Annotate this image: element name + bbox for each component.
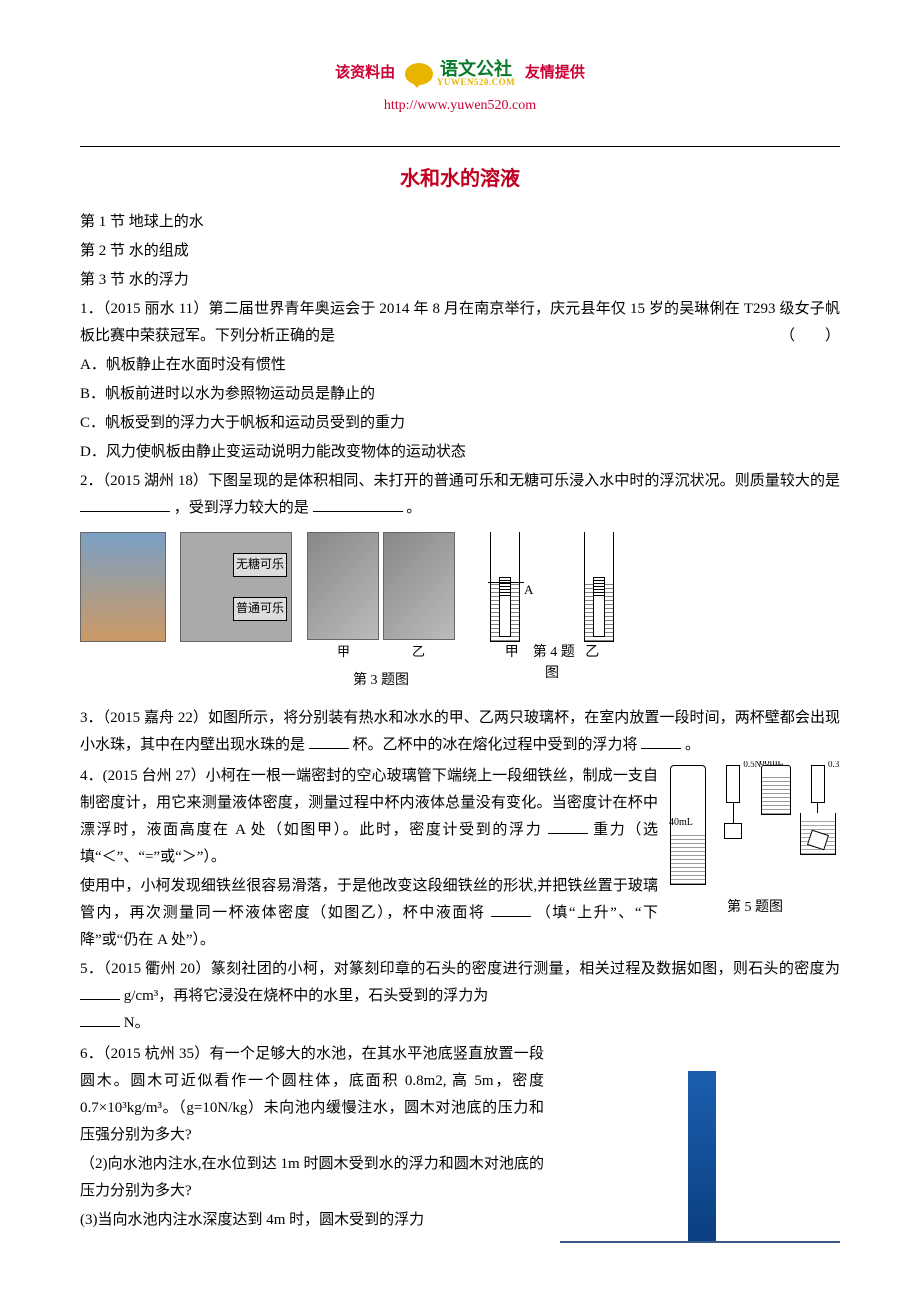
fig4-label: 第 4 题 [533,645,575,660]
stone-icon [724,823,742,839]
cola-photo: 无糖可乐 普通可乐 [180,532,292,642]
question-5: 5．（2015 衢州 20）篆刻社团的小柯，对篆刻印章的石头的密度进行测量，相关… [80,956,840,1037]
graduated-cylinder-2-icon: 60mL [761,765,791,815]
label-jia2: 甲 [505,645,519,660]
q2-stem-a: 2．（2015 湖州 18）下图呈现的是体积相同、未打开的普通可乐和无糖可乐浸入… [80,473,840,489]
fig4-extra: 图 [545,666,559,681]
vol-label-2: 60mL [760,761,784,772]
attribution-line: 该资料由 语文公社 YUWEN520.COM 友情提供 [80,60,840,87]
fig-q4: A 甲 第 4 题 乙 图 [490,532,614,684]
logo-sub-text: YUWEN520.COM [437,78,515,87]
blank [548,819,588,834]
q2-stem-b: ，受到浮力较大的是 [174,500,309,516]
logo-text-stack: 语文公社 YUWEN520.COM [437,60,515,87]
tube-yi [584,532,614,642]
label-jia: 甲 [337,640,350,663]
question-2: 2．（2015 湖州 18）下图呈现的是体积相同、未打开的普通可乐和无糖可乐浸入… [80,468,840,522]
site-url: http://www.yuwen520.com [80,93,840,118]
blank [80,497,170,512]
blank [641,734,681,749]
q1-opt-d: D．风力使帆板由静止变运动说明力能改变物体的运动状态 [80,439,840,466]
q4-q5-block: 40mL 0.5N 60mL 0.3N [80,761,840,1039]
blank [80,985,120,1000]
label-yi: 乙 [412,640,425,663]
fig-q5: 40mL 0.5N 60mL 0.3N [670,765,840,920]
beaker-icon [800,813,836,855]
cylinder-block-icon [688,1071,716,1241]
spring-scale-1: 0.5N [711,765,755,885]
q3-sublabels: 甲 乙 [306,640,456,663]
section-1: 第 1 节 地球上的水 [80,209,840,236]
mark-a-label: A [524,578,533,601]
logo-main-text: 语文公社 [440,60,512,78]
reading-1: 0.5N [743,761,761,772]
q6-block: 6．（2015 杭州 35）有一个足够大的水池，在其水平池底竖直放置一段圆木。圆… [80,1039,840,1251]
site-logo: 语文公社 YUWEN520.COM [405,60,515,87]
cup-jia-photo [307,532,379,640]
gauge-icon: 0.3N [811,765,825,803]
test-tube-icon [490,532,520,642]
spring-scale-2: 0.3N [796,765,840,885]
sailing-photo [80,532,166,642]
label-yi2: 乙 [585,645,599,660]
blank [80,1012,120,1027]
blank [309,734,349,749]
label-putong: 普通可乐 [233,597,287,621]
q1-opt-c: C．帆板受到的浮力大于帆板和运动员受到的重力 [80,410,840,437]
q5-stem-b: g/cm³，再将它浸没在烧杯中的水里，石头受到的浮力为 [124,988,489,1004]
graduated-cylinder-icon: 40mL [670,765,706,885]
q1-paren: （ ） [780,323,840,350]
attrib-suffix: 友情提供 [525,65,585,81]
cup-yi-photo [383,532,455,640]
fig-sailing [80,532,166,642]
page-header: 该资料由 语文公社 YUWEN520.COM 友情提供 http://www.y… [80,60,840,118]
q1-opt-a: A．帆板静止在水面时没有惯性 [80,352,840,379]
q3-cups [307,532,455,640]
q3-stem-c: 。 [685,737,700,753]
q3-stem-b: 杯。乙杯中的冰在熔化过程中受到的浮力将 [353,737,638,753]
q5-stem-a: 5．（2015 衢州 20）篆刻社团的小柯，对篆刻印章的石头的密度进行测量，相关… [80,961,840,977]
figure-row: 无糖可乐 普通可乐 甲 乙 第 3 题图 A [80,532,840,693]
spring-scale-2-group: 60mL [761,765,791,885]
attrib-prefix: 该资料由 [335,65,395,81]
q1-stem: 1．（2015 丽水 11）第二届世界青年奥运会于 2014 年 8 月在南京举… [80,301,840,344]
fig5-caption: 第 5 题图 [670,895,840,920]
q2-stem-c: 。 [406,500,421,516]
question-1: 1．（2015 丽水 11）第二届世界青年奥运会于 2014 年 8 月在南京举… [80,296,840,350]
fig-cola: 无糖可乐 普通可乐 [180,532,292,642]
test-tube-icon [584,532,614,642]
fig4-caption: 甲 第 4 题 乙 图 [505,642,600,684]
label-wutang: 无糖可乐 [233,553,287,577]
tube-jia: A [490,532,520,642]
divider [80,146,840,147]
question-3: 3．（2015 嘉舟 22）如图所示，将分别装有热水和冰水的甲、乙两只玻璃杯，在… [80,705,840,759]
document-title: 水和水的溶液 [80,161,840,197]
q5-stem-c: N。 [124,1015,150,1031]
fig-q3: 甲 乙 第 3 题图 [306,532,456,693]
speech-bubble-icon [405,63,433,85]
vol-label-1: 40mL [669,814,693,832]
q1-opt-b: B．帆板前进时以水为参照物运动员是静止的 [80,381,840,408]
fig3-caption: 第 3 题图 [353,668,409,693]
mark-line [488,582,524,583]
fig-q6 [560,1043,840,1243]
q4-tubes: A [490,532,614,642]
blank [313,497,403,512]
gauge-icon: 0.5N [726,765,740,803]
reading-2: 0.3N [828,761,840,772]
section-3: 第 3 节 水的浮力 [80,267,840,294]
section-2: 第 2 节 水的组成 [80,238,840,265]
blank [491,902,531,917]
q5-apparatus: 40mL 0.5N 60mL 0.3N [670,765,840,885]
